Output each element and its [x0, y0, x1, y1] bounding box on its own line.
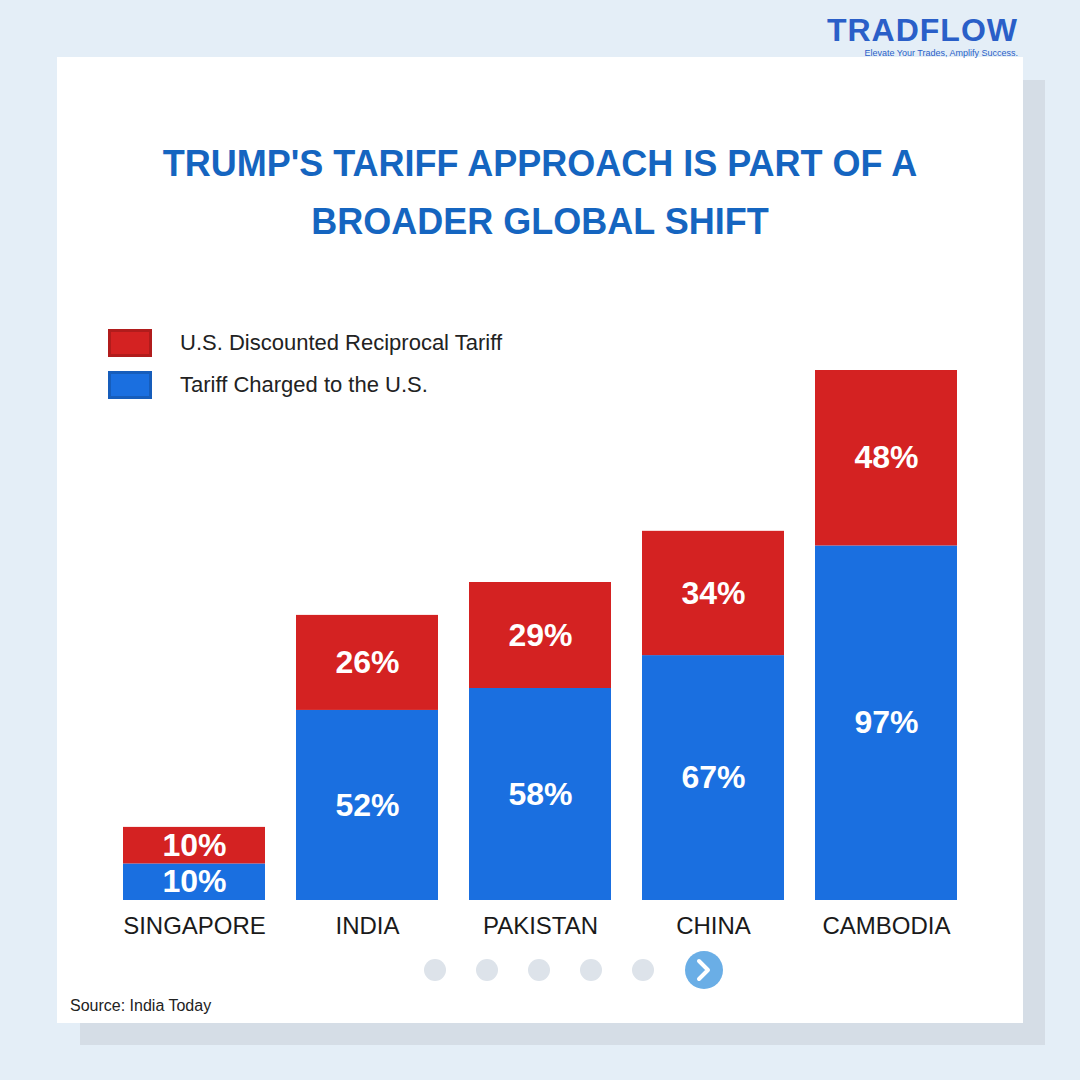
html-text:Elevate Your Trades, Amplify S: Elevate Your Trades, Amplify Success. [864, 48, 1018, 58]
svg-text:10%: 10% [162, 863, 226, 899]
svg-text:PAKISTAN: PAKISTAN [483, 912, 598, 939]
svg-text:29%: 29% [508, 617, 572, 653]
svg-text:67%: 67% [681, 759, 745, 795]
svg-text:52%: 52% [335, 787, 399, 823]
svg-text:26%: 26% [335, 644, 399, 680]
svg-text:10%: 10% [162, 827, 226, 863]
svg-text:97%: 97% [854, 704, 918, 740]
html-text:Source: India Today: Source: India Today [70, 997, 212, 1014]
html-text:Tariff Charged to the U.S.: Tariff Charged to the U.S. [180, 372, 428, 397]
svg-text:INDIA: INDIA [335, 912, 399, 939]
html-text:TRADFLOW: TRADFLOW [826, 12, 1018, 48]
html-text:TRUMP'S TARIFF APPROACH IS PAR: TRUMP'S TARIFF APPROACH IS PART OF A BRO… [162, 143, 918, 242]
svg-text:48%: 48% [854, 439, 918, 475]
html-text:U.S. Discounted Reciprocal Tar: U.S. Discounted Reciprocal Tariff [180, 330, 502, 355]
svg-text:58%: 58% [508, 776, 572, 812]
svg-text:CHINA: CHINA [676, 912, 751, 939]
svg-text:CAMBODIA: CAMBODIA [822, 912, 950, 939]
svg-text:34%: 34% [681, 575, 745, 611]
svg-text:SINGAPORE: SINGAPORE [123, 912, 266, 939]
